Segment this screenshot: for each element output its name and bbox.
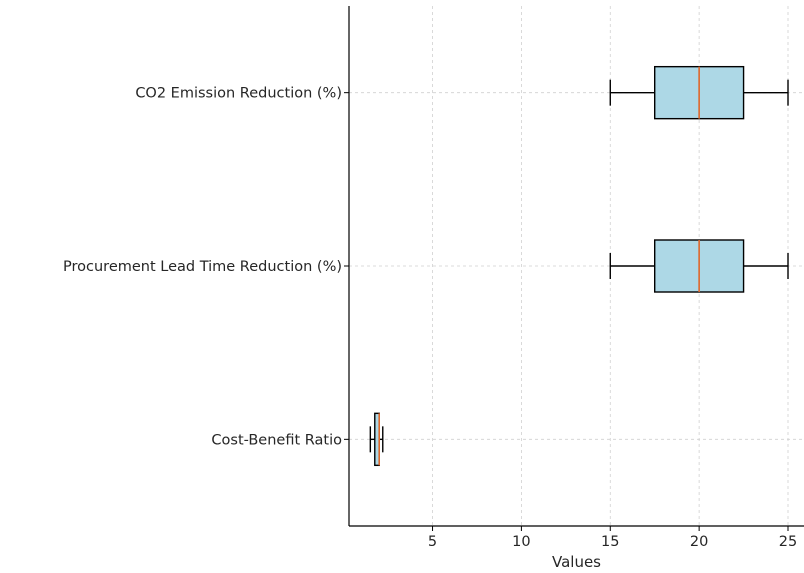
x-tick-label: 5 xyxy=(428,534,437,550)
label-layer: 5 10 15 20 25 CO2 Emission Reduction (%) Procu… xyxy=(63,86,797,571)
x-tick-label: 10 xyxy=(512,534,530,550)
axis-layer xyxy=(344,6,804,531)
box-group xyxy=(369,412,384,467)
y-tick-label: CO2 Emission Reduction (%) xyxy=(135,86,342,102)
x-tick-label: 15 xyxy=(601,534,619,550)
box-layer xyxy=(369,65,789,467)
y-tick-label: Procurement Lead Time Reduction (%) xyxy=(63,259,342,275)
y-tick-label: Cost-Benefit Ratio xyxy=(211,432,342,448)
box-group xyxy=(609,239,789,293)
x-axis-label: Values xyxy=(552,553,601,571)
box-group xyxy=(609,65,789,120)
x-tick-label: 25 xyxy=(779,534,797,550)
x-tick-label: 20 xyxy=(690,534,708,550)
